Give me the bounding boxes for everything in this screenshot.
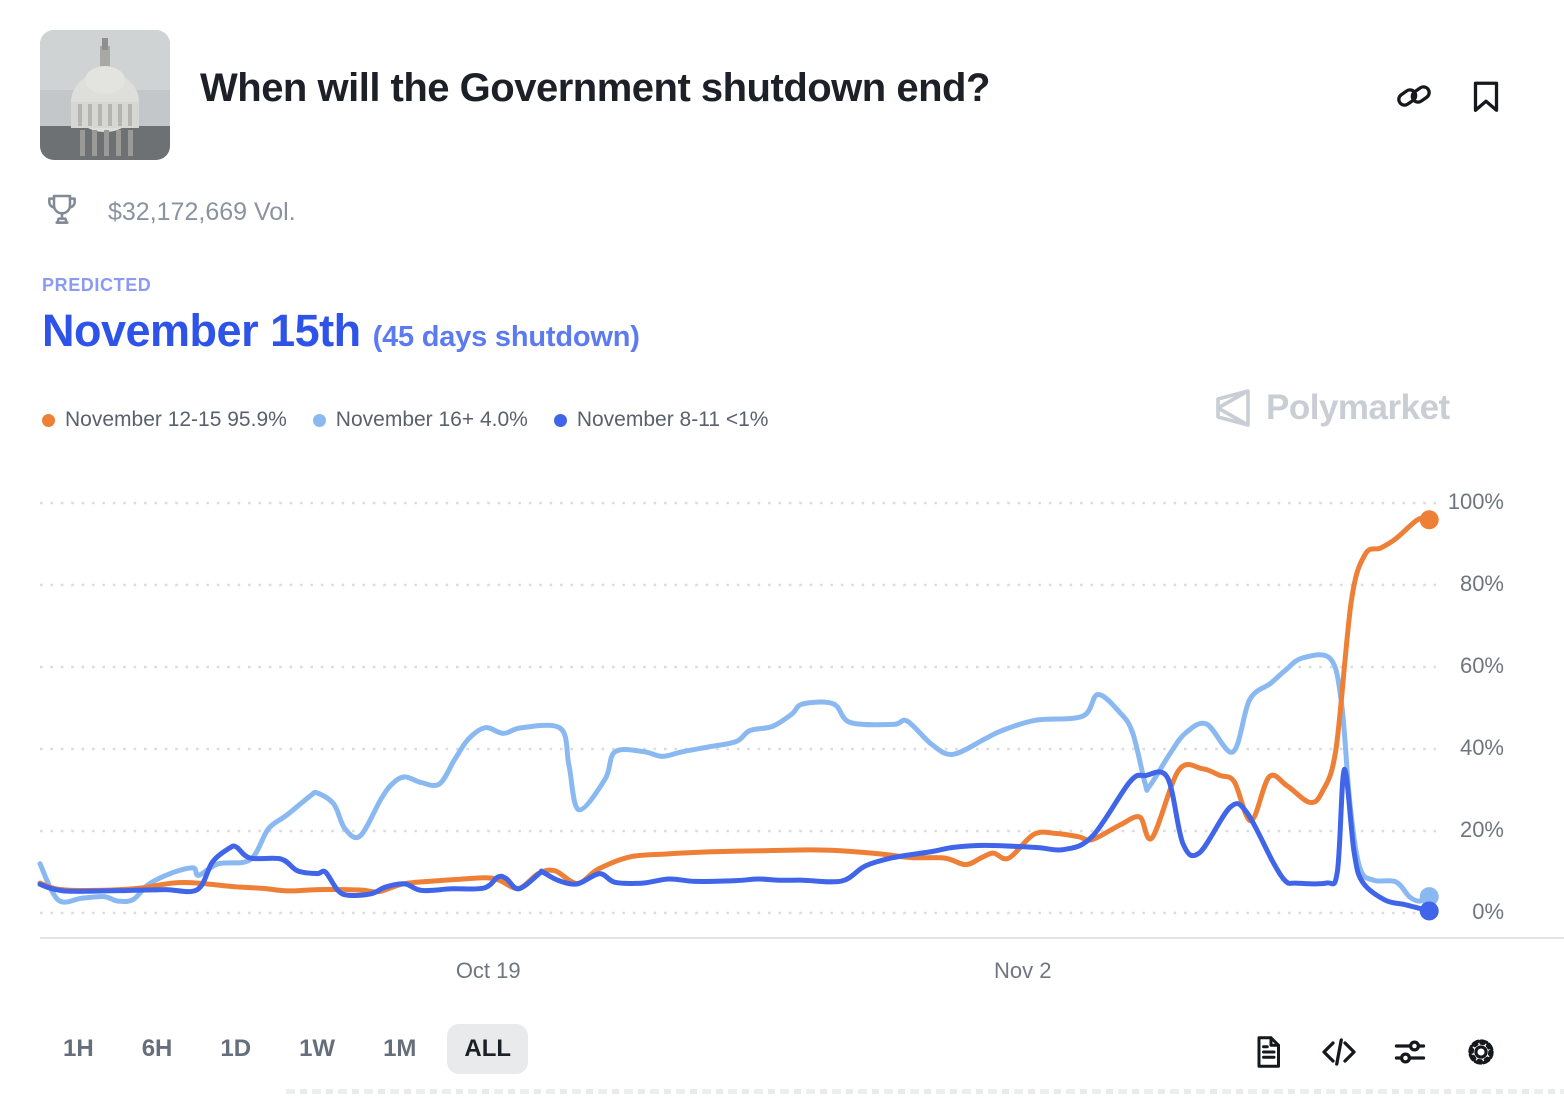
series-line-november-8-11	[37, 766, 1432, 914]
legend-label: November 12-15 95.9%	[65, 408, 287, 431]
timeframe-1w[interactable]: 1W	[282, 1024, 352, 1074]
series-line-november-16-	[37, 652, 1432, 905]
chart-settings-icon[interactable]	[1392, 1034, 1428, 1070]
copy-link-icon[interactable]	[1396, 78, 1432, 114]
series-line-november-12-15	[37, 515, 1432, 895]
market-avatar	[40, 30, 170, 160]
page-title: When will the Government shutdown end?	[200, 66, 990, 110]
legend-dot-orange	[42, 413, 55, 427]
predicted-label: PREDICTED	[42, 275, 152, 295]
embed-code-icon[interactable]	[1321, 1034, 1357, 1070]
timeframe-selector: 1H 6H 1D 1W 1M ALL	[46, 1024, 529, 1074]
y-tick-40%: 40%	[1459, 734, 1504, 760]
cutoff-next-section	[286, 1089, 1564, 1094]
x-tick-oct-19: Oct 19	[455, 958, 521, 983]
rules-document-icon[interactable]	[1250, 1034, 1286, 1070]
legend-item-nov-8-11: November 8-11 <1%	[553, 408, 769, 432]
bookmark-icon[interactable]	[1468, 78, 1504, 114]
y-tick-60%: 60%	[1459, 652, 1504, 678]
series-end-dot-november-8-11	[1419, 901, 1439, 921]
y-tick-80%: 80%	[1459, 570, 1504, 596]
polymarket-watermark: Polymarket	[1212, 386, 1450, 430]
timeframe-1h[interactable]: 1H	[46, 1024, 111, 1074]
chart-legend: November 12-15 95.9% November 16+ 4.0% N…	[42, 408, 768, 432]
timeframe-1m[interactable]: 1M	[366, 1024, 433, 1074]
timeframe-all[interactable]: ALL	[447, 1024, 529, 1074]
legend-label: November 16+ 4.0%	[335, 408, 528, 431]
predicted-value: November 15th (45 days shutdown)	[42, 305, 640, 357]
capitol-image	[40, 30, 170, 160]
volume-text: $32,172,669 Vol.	[108, 198, 296, 226]
x-tick-nov-2: Nov 2	[994, 958, 1052, 983]
legend-item-nov-12-15: November 12-15 95.9%	[42, 408, 287, 432]
legend-label: November 8-11 <1%	[576, 408, 769, 431]
settings-gear-icon[interactable]	[1463, 1034, 1499, 1070]
watermark-text: Polymarket	[1266, 388, 1450, 427]
predicted-date: November 15th	[42, 305, 361, 356]
legend-dot-lightblue	[312, 413, 326, 427]
legend-dot-blue	[553, 413, 567, 427]
trophy-icon	[46, 192, 78, 228]
polymarket-logo-icon	[1216, 389, 1250, 427]
timeframe-6h[interactable]: 6H	[125, 1024, 190, 1074]
y-tick-0%: 0%	[1472, 898, 1504, 924]
probability-chart[interactable]	[0, 478, 1564, 945]
legend-item-nov-16-plus: November 16+ 4.0%	[312, 408, 528, 432]
y-tick-20%: 20%	[1459, 816, 1504, 842]
y-tick-100%: 100%	[1447, 488, 1504, 514]
timeframe-1d[interactable]: 1D	[203, 1024, 268, 1074]
series-end-dot-november-16-	[1419, 887, 1439, 907]
predicted-annotation: (45 days shutdown)	[372, 321, 640, 353]
series-end-dot-november-12-15	[1419, 510, 1439, 530]
